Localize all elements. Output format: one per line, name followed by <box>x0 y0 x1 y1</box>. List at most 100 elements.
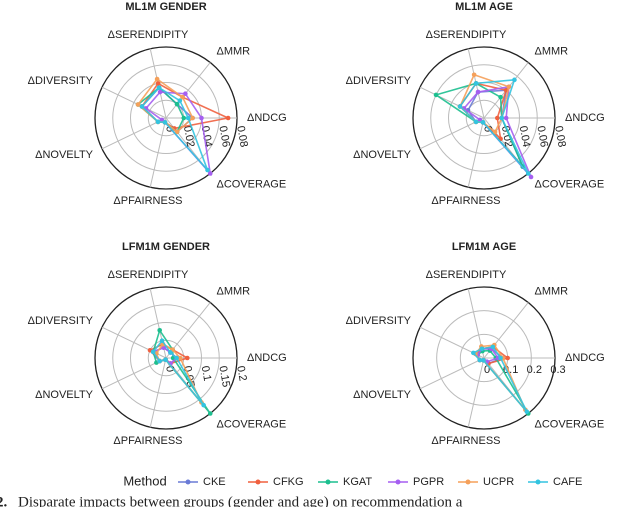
marker <box>177 98 183 103</box>
axis-label: ΔCOVERAGE <box>217 418 287 430</box>
caption-number: 2. <box>0 494 8 507</box>
marker <box>479 346 485 352</box>
legend-label: CKE <box>203 476 226 488</box>
legend-title: Method <box>123 473 166 488</box>
marker <box>183 91 188 97</box>
marker <box>473 81 479 86</box>
axis-label: ΔPFAIRNESS <box>431 195 500 207</box>
marker <box>207 411 213 416</box>
legend-marker <box>465 479 471 485</box>
spoke <box>467 117 485 188</box>
axis-label: ΔSERENDIPITY <box>108 29 189 41</box>
marker <box>181 115 187 121</box>
marker <box>505 355 510 361</box>
marker <box>163 357 168 363</box>
tick-label: 0.2 <box>234 365 248 382</box>
marker <box>177 355 183 361</box>
series-line <box>140 86 209 171</box>
marker <box>471 72 477 78</box>
marker <box>174 355 179 361</box>
tick-label: 0 <box>484 364 490 376</box>
marker <box>492 129 498 135</box>
spoke <box>149 117 167 188</box>
legend-marker <box>185 479 191 485</box>
marker <box>174 101 180 107</box>
marker <box>524 409 530 414</box>
tick-label: 0.06 <box>534 125 550 148</box>
marker <box>477 357 483 363</box>
legend-marker <box>255 479 261 485</box>
axis-label: ΔPFAIRNESS <box>113 435 182 447</box>
marker <box>157 328 162 333</box>
axis-label: ΔDIVERSITY <box>28 75 94 87</box>
legend-marker <box>325 479 331 485</box>
marker <box>471 350 476 356</box>
marker <box>481 358 486 363</box>
marker <box>225 115 231 121</box>
marker <box>499 115 505 121</box>
chart-title: LFM1M AGE <box>452 241 516 253</box>
tick-label: 0.08 <box>234 125 250 148</box>
marker <box>506 84 512 90</box>
marker <box>156 85 162 91</box>
axis-label: ΔCOVERAGE <box>535 178 605 190</box>
axis-label: ΔMMR <box>217 45 251 57</box>
spoke <box>467 357 485 428</box>
series-line <box>458 78 529 175</box>
legend-label: UCPR <box>483 476 514 488</box>
marker <box>159 338 165 343</box>
axis-label: ΔNOVELTY <box>35 149 94 161</box>
marker <box>457 104 463 109</box>
tick-label: 0 <box>481 125 494 133</box>
marker <box>154 76 160 82</box>
spoke <box>101 86 167 119</box>
marker <box>199 115 204 121</box>
legend-marker <box>395 479 401 485</box>
axis-label: ΔSERENDIPITY <box>426 29 507 41</box>
tick-label: 0.02 <box>181 125 197 148</box>
marker <box>498 355 503 361</box>
tick-label: 0.02 <box>499 125 515 148</box>
marker <box>512 77 517 83</box>
axis-label: ΔNDCG <box>247 352 287 364</box>
marker <box>155 81 161 86</box>
spoke <box>165 62 211 119</box>
marker <box>528 174 534 180</box>
axis-label: ΔMMR <box>535 45 569 57</box>
axis-label: ΔSERENDIPITY <box>426 269 507 281</box>
axis-label: ΔDIVERSITY <box>346 75 412 87</box>
tick-label: 0.1 <box>199 365 213 382</box>
spoke <box>419 117 485 150</box>
marker <box>190 115 195 121</box>
axis-label: ΔCOVERAGE <box>535 418 605 430</box>
marker <box>525 171 531 176</box>
axis-label: ΔNOVELTY <box>353 149 412 161</box>
marker <box>168 350 173 355</box>
marker <box>207 171 213 176</box>
marker <box>480 120 486 125</box>
marker <box>201 402 206 408</box>
marker <box>473 119 479 125</box>
legend-label: CAFE <box>553 476 582 488</box>
marker <box>150 349 156 355</box>
tick-label: 0.3 <box>550 364 565 376</box>
chart-title: LFM1M GENDER <box>122 241 210 253</box>
marker <box>174 129 180 135</box>
marker <box>185 115 191 121</box>
chart-title: ML1M GENDER <box>125 1 206 13</box>
series-line <box>152 339 205 406</box>
marker <box>162 120 168 125</box>
axis-label: ΔNDCG <box>565 352 605 364</box>
legend-label: CFKG <box>273 476 304 488</box>
legend-label: KGAT <box>343 476 372 488</box>
marker <box>157 89 163 95</box>
axis-label: ΔSERENDIPITY <box>108 269 189 281</box>
tick-label: 0.2 <box>527 364 542 376</box>
tick-label: 0.04 <box>199 125 215 148</box>
marker <box>180 94 185 100</box>
marker <box>495 115 500 121</box>
marker <box>433 92 439 98</box>
spoke <box>419 357 485 390</box>
marker <box>157 358 162 364</box>
